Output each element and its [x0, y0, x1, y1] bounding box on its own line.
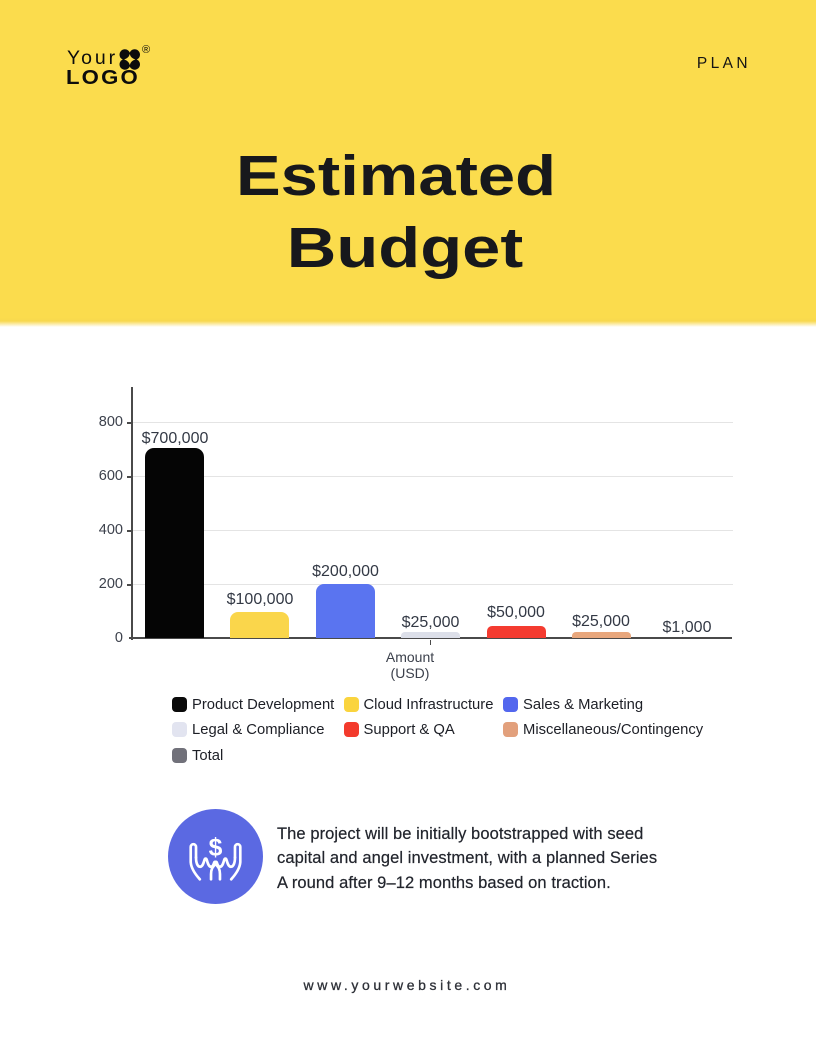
svg-text:$: $: [209, 835, 223, 862]
